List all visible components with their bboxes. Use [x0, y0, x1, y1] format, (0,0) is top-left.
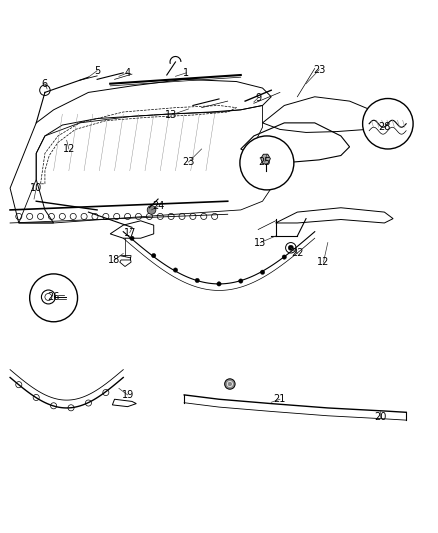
Circle shape	[239, 279, 243, 283]
Circle shape	[173, 268, 178, 272]
Text: 23: 23	[313, 65, 325, 75]
Text: 25: 25	[258, 157, 271, 167]
Text: 22: 22	[291, 248, 304, 259]
Circle shape	[282, 255, 286, 259]
Text: 28: 28	[378, 122, 391, 132]
Text: 21: 21	[274, 394, 286, 404]
Text: 12: 12	[63, 144, 75, 154]
Circle shape	[260, 270, 265, 274]
Text: 18: 18	[109, 255, 121, 265]
Circle shape	[217, 282, 221, 286]
Text: 23: 23	[182, 157, 195, 167]
Text: 5: 5	[94, 66, 100, 76]
Text: 12: 12	[317, 257, 330, 267]
Text: 10: 10	[30, 183, 42, 193]
Circle shape	[240, 136, 294, 190]
Text: 6: 6	[42, 79, 48, 88]
Text: 26: 26	[47, 292, 60, 302]
Circle shape	[152, 253, 156, 258]
Text: 17: 17	[124, 228, 136, 238]
Text: 20: 20	[374, 411, 386, 422]
Circle shape	[288, 245, 293, 251]
Text: 13: 13	[254, 238, 266, 247]
Polygon shape	[261, 154, 270, 164]
Text: 1: 1	[183, 68, 189, 78]
Circle shape	[147, 206, 156, 214]
Text: 24: 24	[152, 201, 164, 212]
Circle shape	[130, 236, 134, 240]
Text: 13: 13	[165, 110, 177, 120]
Text: 19: 19	[121, 390, 134, 400]
Circle shape	[30, 274, 78, 322]
Text: 4: 4	[124, 68, 131, 78]
Circle shape	[225, 379, 235, 389]
Text: 9: 9	[255, 93, 261, 103]
Circle shape	[195, 278, 199, 282]
Circle shape	[363, 99, 413, 149]
